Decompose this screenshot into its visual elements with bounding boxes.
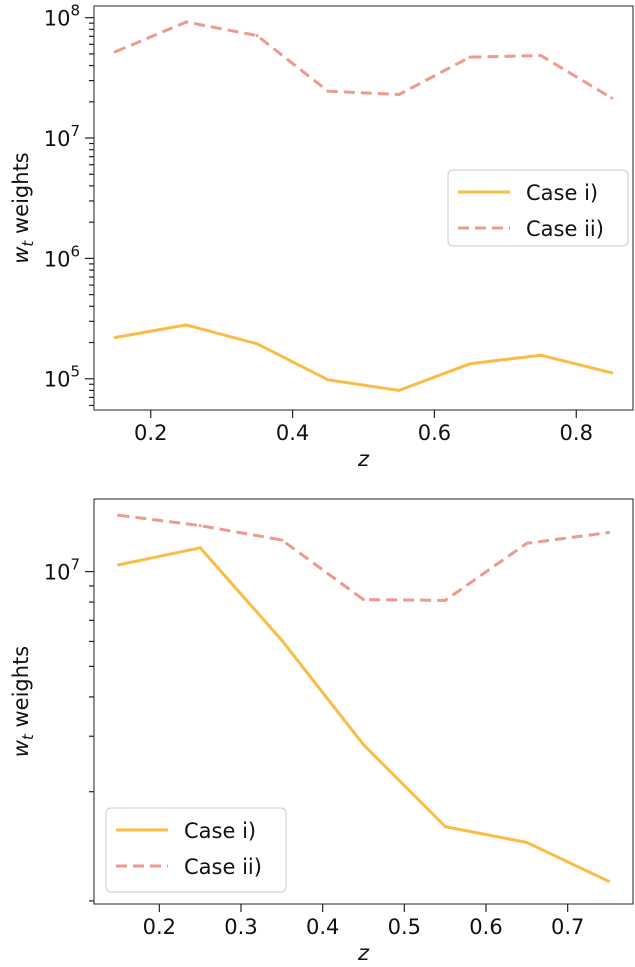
x-tick-label: 0.6 — [469, 915, 502, 939]
data-point — [113, 50, 117, 54]
data-point — [525, 840, 529, 844]
data-point — [184, 20, 188, 24]
data-point — [610, 371, 614, 375]
x-axis-label: z — [357, 941, 370, 965]
x-tick-label: 0.4 — [276, 421, 309, 445]
data-point — [117, 513, 120, 517]
data-point — [443, 598, 447, 602]
data-point — [397, 92, 401, 96]
x-tick-label: 0.2 — [143, 915, 176, 939]
series-line-case-i — [115, 323, 613, 392]
data-point — [468, 362, 472, 366]
x-axis-label: z — [357, 447, 370, 471]
x-tick-label: 0.7 — [551, 915, 584, 939]
data-point — [362, 743, 365, 747]
series-line-case-ii — [114, 20, 613, 100]
data-point — [117, 563, 120, 567]
y-tick-label: 108 — [44, 2, 80, 31]
data-point — [198, 524, 202, 528]
data-point — [326, 378, 330, 382]
series-line-case-ii — [118, 513, 609, 602]
y-axis-label: wt weights — [9, 646, 37, 758]
data-point — [539, 353, 543, 357]
legend-label: Case i) — [184, 819, 256, 843]
plot-area-frame — [93, 5, 634, 411]
data-point — [184, 323, 188, 327]
x-tick-label: 0.3 — [224, 915, 257, 939]
data-point — [255, 342, 259, 346]
data-point — [397, 388, 401, 392]
y-tick-label: 107 — [44, 122, 80, 151]
data-point — [607, 531, 610, 535]
data-point — [468, 55, 472, 59]
y-tick-label: 106 — [44, 242, 80, 271]
legend-label: Case i) — [526, 181, 598, 205]
plot-area-frame — [93, 498, 634, 905]
legend: Case i) Case ii) — [105, 807, 287, 893]
data-point — [539, 53, 543, 57]
y-tick-label: 105 — [44, 363, 80, 392]
y-tick-label: 107 — [44, 556, 80, 585]
x-tick-label: 0.5 — [388, 915, 421, 939]
data-point — [362, 598, 365, 602]
data-point — [525, 541, 529, 545]
x-tick-label: 0.6 — [418, 421, 451, 445]
legend-label: Case ii) — [184, 855, 262, 879]
legend-label: Case ii) — [526, 217, 604, 241]
chart-panel-1: 0.2 0.4 0.6 0.8 z 105 106 107 108 wt weights Case … — [9, 2, 634, 471]
data-point — [326, 89, 330, 93]
x-tick-label: 0.2 — [134, 421, 167, 445]
data-point — [607, 879, 610, 883]
data-point — [280, 538, 284, 542]
data-point — [280, 638, 284, 642]
x-tick-label: 0.4 — [306, 915, 339, 939]
data-point — [610, 96, 614, 100]
x-tick-label: 0.8 — [560, 421, 593, 445]
data-point — [113, 336, 117, 340]
data-point — [198, 546, 202, 550]
data-point — [255, 34, 259, 38]
y-axis-label: wt weights — [9, 152, 37, 264]
data-point — [443, 825, 447, 829]
legend: Case i) Case ii) — [447, 169, 629, 247]
